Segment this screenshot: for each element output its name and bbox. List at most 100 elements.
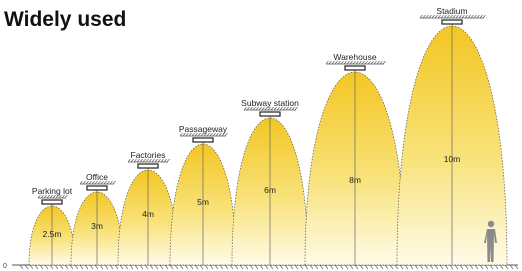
- ceiling-hatch: [426, 15, 429, 18]
- hatch: [190, 265, 193, 269]
- fixture: [138, 164, 158, 168]
- hatch: [140, 265, 143, 269]
- height-label: 8m: [349, 175, 361, 185]
- height-label: 10m: [444, 154, 461, 164]
- location-label: Warehouse: [333, 52, 376, 62]
- hatch: [345, 265, 348, 269]
- hatch: [75, 265, 78, 269]
- hatch: [225, 265, 228, 269]
- height-label: 2.5m: [43, 229, 62, 239]
- hatch: [495, 265, 498, 269]
- hatch: [125, 265, 128, 269]
- hatch: [220, 265, 223, 269]
- ceiling-hatch: [420, 15, 423, 18]
- hatch: [455, 265, 458, 269]
- hatch: [365, 265, 368, 269]
- hatch: [50, 265, 53, 269]
- hatch: [270, 265, 273, 269]
- hatch: [235, 265, 238, 269]
- location-label: Factories: [131, 150, 166, 160]
- hatch: [70, 265, 73, 269]
- hatch: [130, 265, 133, 269]
- height-label: 6m: [264, 185, 276, 195]
- hatch: [340, 265, 343, 269]
- ground-hatch: [20, 265, 518, 269]
- hatch: [285, 265, 288, 269]
- hatch: [180, 265, 183, 269]
- location-label: Office: [86, 172, 108, 182]
- hatch: [20, 265, 23, 269]
- hatch: [435, 265, 438, 269]
- hatch: [200, 265, 203, 269]
- page: Widely used 0 Parking lot2.5mOffice3mFac…: [0, 0, 522, 271]
- hatch: [510, 265, 513, 269]
- ceiling-hatch: [423, 15, 426, 18]
- ceiling-hatch: [110, 181, 113, 184]
- hatch: [40, 265, 43, 269]
- hatch: [160, 265, 163, 269]
- title: Widely used: [4, 8, 126, 31]
- hatch: [475, 265, 478, 269]
- hatch: [155, 265, 158, 269]
- ceiling-hatch: [474, 15, 477, 18]
- hatch: [275, 265, 278, 269]
- ceiling-hatch: [429, 15, 432, 18]
- hatch: [505, 265, 508, 269]
- hatch: [350, 265, 353, 269]
- ceiling-hatch: [80, 181, 83, 184]
- hatch: [240, 265, 243, 269]
- hatch: [95, 265, 98, 269]
- ceiling-hatch: [329, 61, 332, 64]
- ceiling-hatch: [471, 15, 474, 18]
- hatch: [110, 265, 113, 269]
- hatch: [170, 265, 173, 269]
- fixture: [87, 186, 107, 190]
- location-label: Parking lot: [32, 186, 73, 196]
- lamp: Subway station 6m: [232, 98, 308, 265]
- hatch: [300, 265, 303, 269]
- hatch: [100, 265, 103, 269]
- fixture: [260, 112, 280, 116]
- hatch: [485, 265, 488, 269]
- hatch: [440, 265, 443, 269]
- hatch: [195, 265, 198, 269]
- hatch: [480, 265, 483, 269]
- hatch: [470, 265, 473, 269]
- hatch: [175, 265, 178, 269]
- lamp: Warehouse 8m: [305, 52, 405, 265]
- ceiling-hatch: [383, 61, 386, 64]
- ground-label: 0: [3, 263, 7, 270]
- hatch: [400, 265, 403, 269]
- hatch: [380, 265, 383, 269]
- hatch: [30, 265, 33, 269]
- hatch: [205, 265, 208, 269]
- hatch: [115, 265, 118, 269]
- hatch: [405, 265, 408, 269]
- location-label: Subway station: [241, 98, 299, 108]
- hatch: [165, 265, 168, 269]
- hatch: [515, 265, 518, 269]
- ceiling-hatch: [380, 61, 383, 64]
- hatch: [295, 265, 298, 269]
- hatch: [35, 265, 38, 269]
- fixture: [345, 66, 365, 70]
- height-label: 5m: [197, 197, 209, 207]
- hatch: [375, 265, 378, 269]
- hatch: [290, 265, 293, 269]
- hatch: [460, 265, 463, 269]
- ceiling-hatch: [480, 15, 483, 18]
- location-label: Passageway: [179, 124, 228, 134]
- hatch: [425, 265, 428, 269]
- lamp: Passageway 5m: [170, 124, 236, 265]
- ceiling-hatch: [477, 15, 480, 18]
- hatch: [370, 265, 373, 269]
- hatch: [355, 265, 358, 269]
- location-label: Stadium: [436, 6, 467, 16]
- hatch: [120, 265, 123, 269]
- fixture: [42, 200, 62, 204]
- hatch: [80, 265, 83, 269]
- hatch: [150, 265, 153, 269]
- fixture: [442, 20, 462, 24]
